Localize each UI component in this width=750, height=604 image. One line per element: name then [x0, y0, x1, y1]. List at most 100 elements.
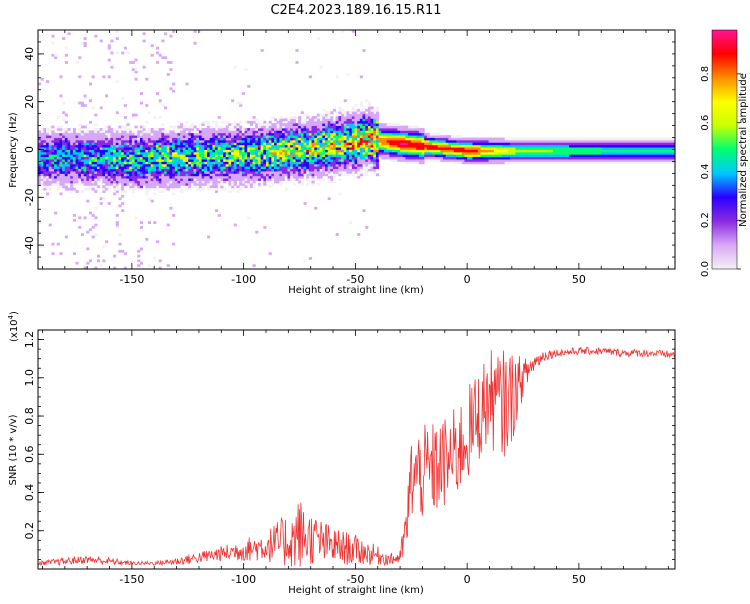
spectrogram-cell: [489, 152, 492, 155]
spectrogram-cell: [234, 135, 237, 138]
spectrogram-cell: [245, 178, 248, 181]
spectrogram-cell: [526, 161, 529, 164]
spectrogram-cell: [561, 138, 564, 141]
spectrogram-cell: [247, 154, 250, 157]
spectrogram-cell: [561, 152, 564, 155]
spectrogram-cell: [312, 183, 315, 186]
spectrogram-cell: [46, 161, 49, 164]
spectrogram-cell: [615, 161, 618, 164]
spectrogram-cell: [161, 133, 164, 136]
spectrogram-cell: [68, 147, 71, 150]
spectrogram-cell: [263, 121, 266, 124]
spectrogram-cell: [73, 150, 76, 153]
spectrogram-cell: [454, 135, 457, 138]
spectrogram-cell: [320, 150, 323, 153]
spectrogram-cell: [588, 145, 591, 148]
spectrogram-cell: [218, 178, 221, 181]
spectrogram-cell: [73, 188, 76, 191]
spectrogram-cell: [183, 183, 186, 186]
spectrogram-cell: [65, 161, 68, 164]
spectrogram-cell: [220, 157, 223, 160]
spectrogram-cell: [218, 157, 221, 160]
spectrogram-cell: [228, 190, 231, 193]
spectrogram-cell: [365, 126, 368, 129]
spectrogram-cell: [671, 138, 674, 141]
spectrogram-cell: [295, 169, 298, 172]
spectrogram-cell: [97, 145, 100, 148]
spectrogram-cell: [231, 147, 234, 150]
spectrogram-cell: [287, 128, 290, 131]
spectrogram-cell: [116, 169, 119, 172]
spectrogram-cell: [258, 142, 261, 145]
spectrogram-cell: [210, 166, 213, 169]
spectrogram-cell: [266, 150, 269, 153]
spectrogram-cell: [129, 147, 132, 150]
spectrogram-cell: [41, 78, 44, 81]
spectrogram-cell: [515, 142, 518, 145]
spectrogram-cell: [591, 161, 594, 164]
spectrogram-cell: [129, 178, 132, 181]
spectrogram-cell: [236, 123, 239, 126]
spectrogram-cell: [376, 118, 379, 121]
spectrogram-cell: [234, 126, 237, 129]
spectrogram-cell: [92, 145, 95, 148]
spectrogram-cell: [389, 159, 392, 162]
spectrogram-cell: [76, 178, 79, 181]
spectrogram-cell: [140, 150, 143, 153]
spectrogram-cell: [212, 140, 215, 143]
spectrogram-cell: [89, 173, 92, 176]
spectrogram-cell: [236, 133, 239, 136]
spectrogram-cell: [236, 138, 239, 141]
spectrogram-cell: [116, 181, 119, 184]
spectrogram-cell: [494, 161, 497, 164]
spectrogram-cell: [151, 135, 154, 138]
spectrogram-cell: [202, 150, 205, 153]
spectrogram-cell: [239, 176, 242, 179]
spectrogram-cell: [228, 161, 231, 164]
spectrogram-cell: [196, 188, 199, 191]
spectrogram-cell: [196, 171, 199, 174]
spectrogram-cell: [658, 142, 661, 145]
spectrogram-cell: [553, 145, 556, 148]
spectrogram-cell: [59, 178, 62, 181]
spectrogram-cell: [320, 145, 323, 148]
spectrogram-cell: [352, 154, 355, 157]
spectrogram-cell: [336, 166, 339, 169]
spectrogram-cell: [357, 109, 360, 112]
spectrogram-cell: [306, 133, 309, 136]
spectrogram-cell: [127, 164, 130, 167]
y-tick-label: 40: [23, 47, 36, 61]
spectrogram-cell: [127, 154, 130, 157]
spectrogram-cell: [277, 140, 280, 143]
spectrogram-cell: [639, 138, 642, 141]
spectrogram-cell: [365, 159, 368, 162]
spectrogram-cell: [172, 193, 175, 196]
spectrogram-cell: [668, 154, 671, 157]
spectrogram-cell: [446, 135, 449, 138]
spectrogram-cell: [51, 169, 54, 172]
spectrogram-cell: [102, 133, 105, 136]
spectrogram-cell: [145, 238, 148, 241]
spectrogram-cell: [470, 150, 473, 153]
spectrogram-cell: [263, 183, 266, 186]
spectrogram-cell: [143, 40, 146, 43]
spectrogram-cell: [360, 157, 363, 160]
spectrogram-cell: [346, 73, 349, 76]
spectrogram-cell: [43, 130, 46, 133]
spectrogram-cell: [110, 40, 113, 43]
spectrogram-cell: [317, 147, 320, 150]
spectrogram-cell: [612, 152, 615, 155]
spectrogram-cell: [298, 126, 301, 129]
spectrogram-cell: [279, 130, 282, 133]
spectrogram-cell: [43, 142, 46, 145]
spectrogram-cell: [647, 154, 650, 157]
spectrogram-cell: [666, 157, 669, 160]
spectrogram-cell: [175, 147, 178, 150]
spectrogram-cell: [357, 233, 360, 236]
spectrogram-cell: [354, 111, 357, 114]
spectrogram-cell: [510, 152, 513, 155]
spectrogram-cell: [43, 157, 46, 160]
spectrogram-cell: [116, 52, 119, 55]
spectrogram-cell: [255, 178, 258, 181]
spectrogram-cell: [464, 152, 467, 155]
